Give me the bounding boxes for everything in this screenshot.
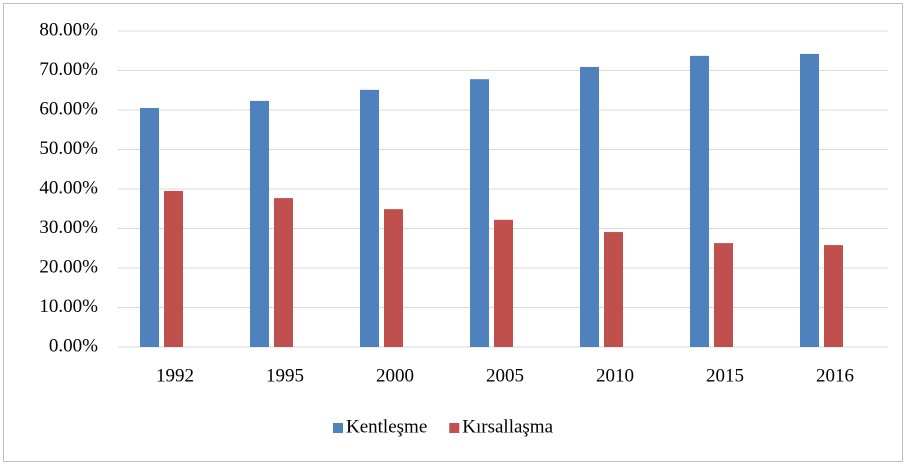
bar (140, 108, 159, 348)
bar (690, 55, 709, 347)
x-tick-label: 1995 (266, 365, 304, 386)
bar (824, 245, 843, 347)
chart-frame (3, 3, 903, 462)
legend-label: Kırsallaşma (462, 416, 553, 437)
y-tick-label: 60.00% (39, 98, 98, 119)
y-tick-label: 30.00% (39, 217, 98, 238)
bar (604, 232, 623, 347)
y-tick-label: 50.00% (39, 138, 98, 159)
bar (714, 243, 733, 347)
bar (360, 89, 379, 347)
bar (580, 66, 599, 347)
legend-label: Kentleşme (346, 416, 427, 437)
x-tick-label: 2000 (376, 365, 414, 386)
x-tick-label: 2015 (706, 365, 744, 386)
x-tick-label: 2005 (486, 365, 524, 386)
bar (384, 209, 403, 347)
x-tick-label: 2016 (816, 365, 854, 386)
x-tick-label: 1992 (156, 365, 194, 386)
y-tick-label: 70.00% (39, 59, 98, 80)
bar (470, 79, 489, 347)
bar (250, 100, 269, 347)
y-tick-label: 20.00% (39, 256, 98, 277)
y-tick-label: 0.00% (49, 335, 98, 356)
bar (494, 219, 513, 347)
y-tick-label: 10.00% (39, 296, 98, 317)
x-tick-label: 2010 (596, 365, 634, 386)
bar (274, 198, 293, 347)
bar (164, 190, 183, 347)
y-tick-label: 80.00% (39, 19, 98, 40)
bar (800, 53, 819, 347)
y-tick-label: 40.00% (39, 177, 98, 198)
legend-swatch (449, 423, 460, 433)
legend-swatch (333, 423, 343, 433)
